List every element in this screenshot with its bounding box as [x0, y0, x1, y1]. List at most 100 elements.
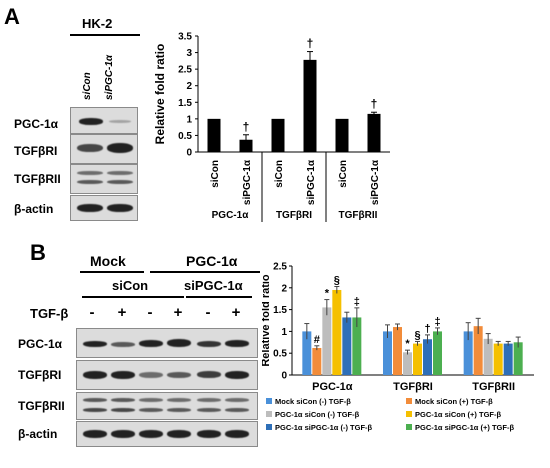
blot-b-tgfbri [76, 360, 258, 390]
blot-a-bactin [70, 195, 138, 221]
chart-b-bar [423, 339, 432, 375]
header-mock-underline [80, 271, 144, 273]
chart-b-bar [473, 326, 483, 375]
chart-a-ytick-label: 2.5 [178, 65, 192, 76]
chart-b-xtick-label: TGFβRII [472, 381, 515, 393]
chart-b-mark: ‡ [354, 296, 360, 308]
chart-a-ytick-label: 3.5 [178, 32, 192, 43]
chart-b-bar [383, 331, 392, 375]
chart-a-ytick-label: 0 [186, 148, 192, 159]
chart-b-mark: † [424, 323, 430, 335]
blot-a-label-pgc: PGC-1α [14, 117, 59, 131]
chart-b-bar [513, 342, 523, 375]
chart-b-xtick-label: TGFβRI [393, 381, 433, 393]
chart-a-bar [367, 113, 381, 152]
chart-a-bar [239, 139, 253, 152]
chart-b-bar [403, 352, 412, 375]
sub-sipgc-underline [186, 296, 252, 298]
blot-a-label-tgfbri: TGFβRI [14, 144, 58, 158]
header-pgc: PGC-1α [186, 253, 238, 269]
chart-b-legend-label: Mock siCon (+) TGF-β [415, 397, 493, 406]
chart-b-ytick-label: 0 [281, 371, 287, 382]
blot-b-label-tgfbrii: TGFβRII [18, 399, 65, 413]
blot-b-bactin [76, 421, 258, 447]
chart-a-mark: † [243, 120, 250, 134]
blot-a-tgfbri [70, 134, 138, 164]
chart-b-legend-swatch [406, 411, 412, 417]
chart-b-ylabel: Relative fold ratio [262, 274, 272, 367]
chart-a-bar [335, 118, 349, 152]
cell-line-underline [70, 34, 140, 36]
chart-b-legend-swatch [266, 398, 272, 404]
chart-a-xtick-label: siCon [274, 160, 285, 188]
chart-b-ytick-label: 2.5 [273, 262, 287, 273]
chart-b-ytick-label: 2 [281, 283, 287, 294]
chart-a-ytick-label: 3 [186, 48, 192, 59]
chart-a-ytick-label: 1 [186, 114, 192, 125]
lane-label-sipgc: siPGC-1α [104, 54, 115, 100]
chart-b-bar [302, 331, 312, 375]
panel-a-letter: A [4, 4, 20, 29]
chart-a-ylabel: Relative fold ratio [153, 44, 167, 145]
sign-lane-5: - [205, 304, 211, 321]
chart-b-legend-label: PGC-1α siPGC-1α (+) TGF-β [415, 423, 514, 432]
sign-lane-1: - [89, 304, 95, 321]
chart-a-mark: † [307, 37, 314, 51]
sign-lane-4: + [173, 304, 183, 321]
panel-b-letter: B [30, 240, 46, 265]
chart-a-group-label: TGFβRII [339, 210, 378, 221]
chart-b-bar [463, 331, 473, 375]
chart-a-xtick-label: siPGC-1α [370, 159, 381, 205]
chart-b-mark: § [334, 274, 340, 286]
chart-b-mark: * [405, 338, 410, 350]
chart-b-bar [352, 317, 362, 375]
chart-b-xtick-label: PGC-1α [312, 381, 353, 393]
blot-a-label-tgfbrii: TGFβRII [14, 172, 61, 186]
blot-a-pgc [70, 107, 138, 134]
chart-b-bar [332, 289, 342, 375]
chart-a-xtick-label: siCon [338, 160, 349, 188]
chart-b-legend-swatch [266, 424, 272, 430]
blot-a-tgfbrii [70, 164, 138, 194]
chart-a-group-label: TGFβRI [276, 210, 312, 221]
chart-b-legend-label: PGC-1α siCon (-) TGF-β [275, 410, 360, 419]
chart-b-legend-swatch [266, 411, 272, 417]
sub-sicon-underline [82, 296, 184, 298]
blot-b-tgfbrii [76, 392, 258, 420]
chart-a-mark: † [371, 97, 378, 111]
chart-b-bar [312, 347, 322, 375]
chart-a-xtick-label: siPGC-1α [306, 159, 317, 205]
chart-b-bar [493, 343, 503, 375]
chart-b-mark: § [414, 329, 420, 341]
chart-b-mark: * [325, 288, 330, 300]
chart-a: 0 0.5 1 1.5 2 2.5 3 3.5 Relative fold ratio siCon… [153, 32, 390, 222]
chart-b-bar [413, 343, 422, 375]
sub-sicon: siCon [112, 278, 149, 293]
sign-lane-3: - [147, 304, 153, 321]
chart-b-bar [483, 338, 493, 375]
blot-b-pgc [76, 328, 258, 358]
header-mock: Mock [90, 253, 126, 269]
cell-line-label: HK-2 [82, 16, 113, 31]
chart-b-bar [322, 307, 332, 375]
blot-b-label-pgc: PGC-1α [18, 337, 63, 351]
chart-a-ytick-label: 0.5 [178, 131, 192, 142]
chart-b-mark: # [314, 334, 320, 346]
blot-a-label-bactin: β-actin [14, 202, 54, 216]
sign-lane-2: + [117, 304, 127, 321]
chart-b-legend-label: PGC-1α siPGC-1α (-) TGF-β [275, 423, 373, 432]
sub-sipgc: siPGC-1α [184, 278, 243, 293]
chart-b-mark: ‡ [434, 316, 440, 328]
chart-a-group-label: PGC-1α [212, 210, 250, 221]
chart-a-bar [207, 118, 221, 152]
chart-b-bar [503, 343, 513, 375]
blot-b-label-tgfbri: TGFβRI [18, 368, 62, 382]
tgf-label: TGF-β [30, 306, 69, 321]
chart-b-ytick-label: 1 [281, 327, 287, 338]
blot-b-label-bactin: β-actin [18, 427, 58, 441]
chart-a-bar [271, 118, 285, 152]
chart-a-ytick-label: 1.5 [178, 98, 192, 109]
chart-b-legend-label: Mock siCon (-) TGF-β [275, 397, 351, 406]
chart-b-legend-label: PGC-1α siCon (+) TGF-β [415, 410, 501, 419]
